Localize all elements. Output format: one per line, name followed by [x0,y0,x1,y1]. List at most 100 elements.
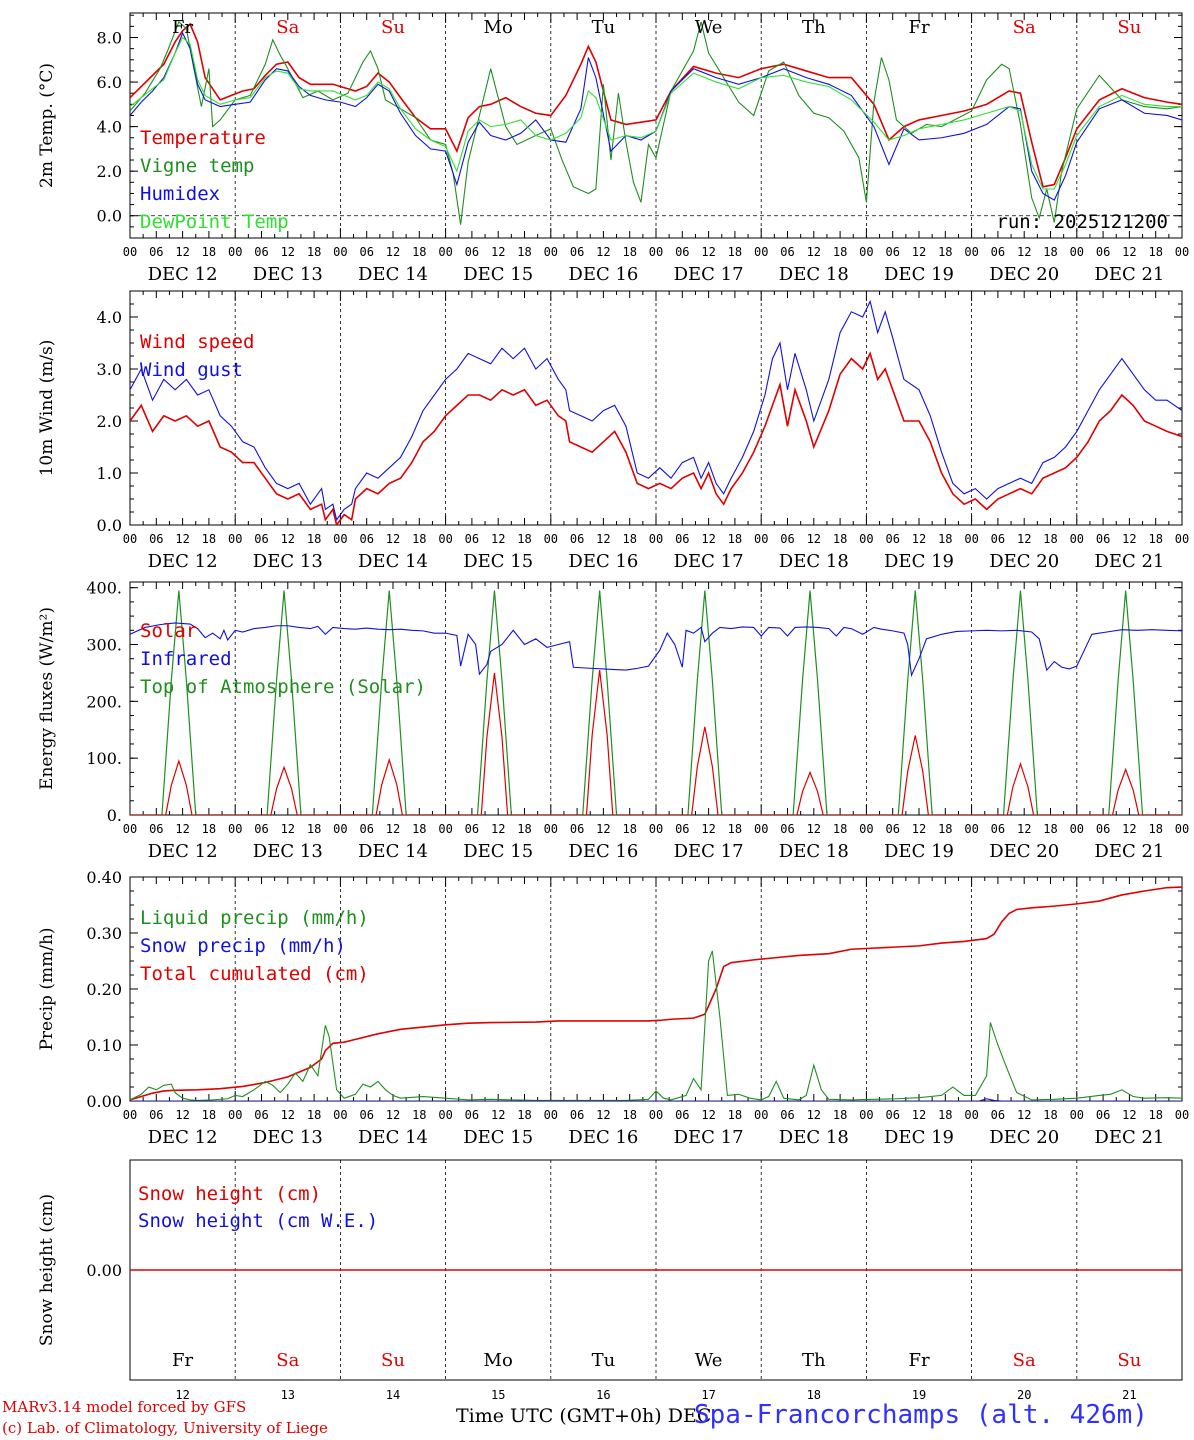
legend-entry: Solar [140,620,197,642]
hour-label: 12 [596,245,610,259]
hour-label: 06 [465,1108,479,1122]
day-number-label: 20 [1017,1388,1031,1402]
hour-label: 00 [438,532,452,546]
y-tick-label: 0. [107,806,122,825]
day-number-label: 14 [386,1388,400,1402]
y-axis-title: 10m Wind (m/s) [37,340,57,477]
date-label: DEC 18 [779,264,849,285]
hour-label: 12 [912,822,926,836]
day-number-label: 12 [175,1388,189,1402]
hour-label: 06 [359,822,373,836]
hour-label: 12 [1122,1108,1136,1122]
hour-label: 00 [228,822,242,836]
hour-label: 12 [175,532,189,546]
hour-label: 06 [675,245,689,259]
hour-label: 06 [1096,532,1110,546]
hour-label: 06 [675,532,689,546]
hour-label: 00 [1175,822,1189,836]
hour-label: 12 [1122,245,1136,259]
hour-label: 18 [517,1108,531,1122]
date-label: DEC 19 [884,264,954,285]
weekday-label-top: Mo [484,17,513,38]
weekday-label-bottom: Su [381,1350,405,1371]
hour-label: 00 [754,1108,768,1122]
legend-entry: Infrared [140,648,232,670]
day-number-label: 21 [1122,1388,1136,1402]
hour-label: 06 [570,245,584,259]
date-label: DEC 16 [568,264,638,285]
hour-label: 18 [202,822,216,836]
hour-label: 12 [386,822,400,836]
hour-label: 18 [938,532,952,546]
date-label: DEC 12 [148,264,218,285]
hour-label: 06 [1096,822,1110,836]
date-label: DEC 16 [568,1127,638,1148]
date-label: DEC 13 [253,841,323,862]
series-line-temperature [130,22,1182,188]
footer-line2: (c) Lab. of Climatology, University of L… [2,1419,328,1437]
hour-label: 12 [912,532,926,546]
hour-label: 00 [964,822,978,836]
series-line-wind-gust [130,299,1182,522]
hour-label: 12 [701,245,715,259]
hour-label: 06 [1096,1108,1110,1122]
hour-label: 18 [412,1108,426,1122]
hour-label: 18 [728,822,742,836]
hour-label: 00 [649,822,663,836]
hour-label: 06 [991,822,1005,836]
hour-label: 18 [1148,532,1162,546]
hour-label: 18 [938,1108,952,1122]
x-axis-title: Time UTC (GMT+0h) DEC [456,1405,712,1427]
hour-label: 06 [254,1108,268,1122]
hour-label: 18 [622,1108,636,1122]
hour-label: 12 [1017,822,1031,836]
date-label: DEC 15 [463,264,533,285]
footer-line1: MARv3.14 model forced by GFS [2,1398,247,1416]
hour-label: 06 [1096,245,1110,259]
date-label: DEC 17 [674,841,744,862]
hour-label: 12 [1017,245,1031,259]
panel-energy: 0. 100. 200. 300. 400. Energy fluxes (W/m²) So… [37,579,1189,862]
panel-frame [129,12,1183,239]
legend-entry: Total cumulated (cm) [140,963,369,985]
hour-label: 00 [123,245,137,259]
y-tick-label: 0.10 [86,1036,122,1055]
date-label: DEC 13 [253,1127,323,1148]
weekday-label-top: Sa [1013,17,1036,38]
legend-entry: Temperature [140,127,266,149]
weekday-label-bottom: Su [1117,1350,1141,1371]
hour-label: 18 [1148,1108,1162,1122]
hour-label: 18 [1043,245,1057,259]
hour-label: 06 [885,822,899,836]
hour-label: 18 [202,1108,216,1122]
hour-label: 00 [1175,532,1189,546]
panel-snow: 0.00 Snow height (cm) Snow height (cm) Snow… [37,1159,1183,1381]
date-label: DEC 13 [253,551,323,572]
hour-label: 12 [701,822,715,836]
series-line-top-of-atmosphere-solar- [130,590,1182,815]
hour-label: 06 [254,245,268,259]
hour-label: 00 [649,1108,663,1122]
legend-entry: Humidex [140,183,220,205]
hour-label: 00 [123,822,137,836]
hour-label: 18 [833,532,847,546]
hour-label: 06 [780,532,794,546]
y-tick-label: 4.0 [97,308,122,327]
series-line-total-cumulated-cm- [130,886,1182,1101]
weekday-label-top: Su [1117,17,1141,38]
hour-label: 18 [412,532,426,546]
hour-label: 06 [254,532,268,546]
y-axis-title: Energy fluxes (W/m²) [37,607,57,790]
y-tick-label: 0.00 [86,1261,122,1280]
y-tick-label: 0.00 [86,1092,122,1111]
weekday-label-bottom: Sa [276,1350,299,1371]
hour-label: 00 [438,1108,452,1122]
legend-entry: DewPoint Temp [140,211,289,233]
hour-label: 12 [807,822,821,836]
hour-label: 12 [386,245,400,259]
weekday-label-top: Su [381,17,405,38]
hour-label: 18 [833,822,847,836]
y-tick-label: 0.20 [86,980,122,999]
weekday-label-top: Tu [592,17,616,38]
